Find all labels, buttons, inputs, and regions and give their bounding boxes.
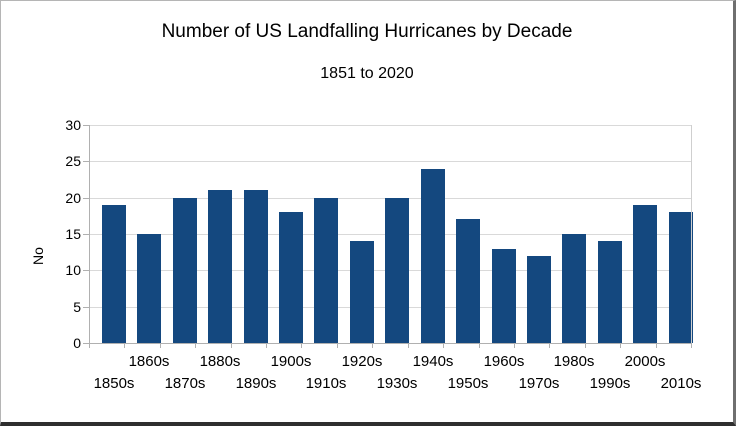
gridline-25 [89,161,692,162]
x-label-1870s: 1870s [164,375,206,392]
y-tick-mark [83,307,89,308]
y-tick-label-0: 0 [73,335,81,351]
bar-1890s [244,190,268,343]
x-label-1920s: 1920s [341,353,383,370]
x-tick-mark [408,343,409,348]
bar-1870s [173,198,197,343]
bar-1880s [208,190,232,343]
gridline-30 [89,125,692,126]
y-tick-label-15: 15 [65,226,81,242]
bar-1940s [421,169,445,343]
x-tick-mark [479,343,480,348]
chart-subtitle: 1851 to 2020 [320,65,414,82]
x-tick-mark [301,343,302,348]
y-tick-label-10: 10 [65,262,81,278]
x-label-1910s: 1910s [305,375,347,392]
x-tick-mark [266,343,267,348]
y-tick-label-20: 20 [65,190,81,206]
y-axis-line [89,125,90,344]
x-tick-mark [195,343,196,348]
x-label-1880s: 1880s [199,353,241,370]
x-tick-mark [337,343,338,348]
bar-1960s [492,249,516,343]
x-tick-mark [124,343,125,348]
bar-1850s [102,205,126,343]
x-label-1900s: 1900s [270,353,312,370]
y-tick-mark [83,125,89,126]
y-tick-mark [83,161,89,162]
y-tick-mark [83,198,89,199]
x-tick-mark [585,343,586,348]
x-tick-mark [514,343,515,348]
x-tick-mark [691,343,692,348]
x-tick-mark [231,343,232,348]
x-label-1940s: 1940s [412,353,454,370]
bar-1990s [598,241,622,343]
y-tick-mark [83,343,89,344]
x-label-1860s: 1860s [128,353,170,370]
bar-1950s [456,219,480,343]
y-tick-label-30: 30 [65,117,81,133]
bar-2010s [669,212,693,343]
x-label-1850s: 1850s [93,375,135,392]
y-tick-label-25: 25 [65,153,81,169]
x-label-1950s: 1950s [447,375,489,392]
y-tick-label-5: 5 [73,299,81,315]
bar-1900s [279,212,303,343]
x-axis-line [89,343,692,344]
y-tick-mark [83,234,89,235]
bar-1920s [350,241,374,343]
x-tick-mark [443,343,444,348]
plot-right-border [691,125,692,343]
chart-title: Number of US Landfalling Hurricanes by D… [161,21,573,42]
bar-2000s [633,205,657,343]
x-label-1890s: 1890s [235,375,277,392]
x-label-1960s: 1960s [483,353,525,370]
x-label-2010s: 2010s [660,375,702,392]
x-label-1990s: 1990s [589,375,631,392]
x-tick-mark [89,343,90,348]
x-tick-mark [549,343,550,348]
x-tick-mark [620,343,621,348]
bar-1860s [137,234,161,343]
bar-1910s [314,198,338,343]
bar-1970s [527,256,551,343]
x-label-2000s: 2000s [624,353,666,370]
x-label-1930s: 1930s [376,375,418,392]
x-tick-mark [656,343,657,348]
bar-1930s [385,198,409,343]
y-tick-mark [83,270,89,271]
x-label-1980s: 1980s [553,353,595,370]
x-tick-mark [160,343,161,348]
x-label-1970s: 1970s [518,375,560,392]
bar-1980s [562,234,586,343]
x-tick-mark [372,343,373,348]
